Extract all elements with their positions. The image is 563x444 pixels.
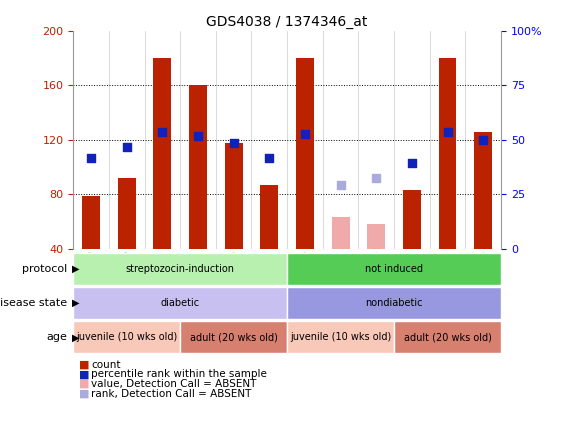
Bar — [474, 132, 492, 249]
Point — [194, 132, 203, 139]
Point — [229, 139, 238, 146]
Text: adult (20 wks old): adult (20 wks old) — [190, 333, 278, 342]
Point — [443, 128, 452, 135]
Text: streptozocin-induction: streptozocin-induction — [126, 264, 235, 274]
Text: adult (20 wks old): adult (20 wks old) — [404, 333, 491, 342]
Point — [87, 154, 96, 161]
Bar — [189, 86, 207, 249]
Text: percentile rank within the sample: percentile rank within the sample — [91, 369, 267, 379]
Text: nondiabetic: nondiabetic — [365, 298, 423, 308]
Text: ■: ■ — [79, 369, 90, 379]
Point — [408, 159, 417, 166]
Bar — [332, 218, 350, 249]
Bar — [367, 224, 385, 249]
Point — [301, 131, 310, 138]
Bar — [439, 58, 457, 249]
Text: count: count — [91, 360, 120, 369]
Point — [372, 174, 381, 182]
Point — [158, 128, 167, 135]
Text: rank, Detection Call = ABSENT: rank, Detection Call = ABSENT — [91, 389, 252, 399]
Point — [265, 154, 274, 161]
Point — [479, 136, 488, 143]
Bar — [296, 58, 314, 249]
Text: ▶: ▶ — [72, 264, 79, 274]
Text: ▶: ▶ — [72, 298, 79, 308]
Point — [336, 181, 345, 188]
Text: value, Detection Call = ABSENT: value, Detection Call = ABSENT — [91, 379, 257, 389]
Text: age: age — [47, 333, 68, 342]
Text: ■: ■ — [79, 379, 90, 389]
Bar — [225, 143, 243, 249]
Text: protocol: protocol — [23, 264, 68, 274]
Text: juvenile (10 wks old): juvenile (10 wks old) — [290, 333, 391, 342]
Bar — [260, 185, 278, 249]
Title: GDS4038 / 1374346_at: GDS4038 / 1374346_at — [207, 15, 368, 29]
Bar — [82, 196, 100, 249]
Text: diabetic: diabetic — [160, 298, 200, 308]
Text: disease state: disease state — [0, 298, 68, 308]
Bar — [118, 178, 136, 249]
Text: not induced: not induced — [365, 264, 423, 274]
Bar — [403, 190, 421, 249]
Point — [122, 143, 131, 150]
Text: ▶: ▶ — [72, 333, 79, 342]
Text: ■: ■ — [79, 389, 90, 399]
Text: juvenile (10 wks old): juvenile (10 wks old) — [76, 333, 177, 342]
Text: ■: ■ — [79, 360, 90, 369]
Bar — [153, 58, 171, 249]
